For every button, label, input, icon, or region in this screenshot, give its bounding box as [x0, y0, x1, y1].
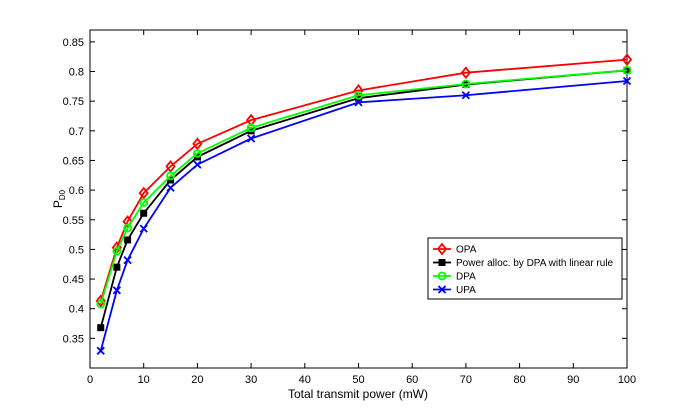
data-point-upa	[123, 255, 132, 265]
data-point-upa	[96, 346, 105, 355]
data-point-upa	[246, 134, 256, 143]
legend-marker-dpa	[437, 271, 447, 281]
x-tick-label: 10	[138, 374, 150, 386]
x-tick-label: 60	[406, 374, 418, 386]
data-point-power-alloc-by-dpa-with-linear-rule	[97, 324, 105, 332]
legend-box	[427, 237, 623, 300]
x-tick-label: 70	[460, 374, 472, 386]
legend-label-upa: UPA	[456, 285, 476, 296]
y-tick-label: 0.85	[63, 37, 84, 49]
y-axis: 0.35 0.4 0.45 0.5 0.55 0.6 0.65 0.7 0.75 0.8 0.85	[63, 37, 627, 345]
x-tick-label: 30	[245, 374, 257, 386]
data-point-dpa	[246, 123, 256, 133]
plot-area	[89, 29, 628, 369]
data-point-dpa	[461, 79, 471, 89]
data-point-opa	[192, 137, 203, 151]
y-tick-label: 0.5	[69, 244, 84, 256]
series-line-opa	[99, 58, 628, 302]
y-tick-label: 0.65	[63, 155, 84, 167]
x-tick-label: 40	[299, 374, 311, 386]
data-point-upa	[193, 160, 202, 169]
data-point-upa	[139, 224, 148, 233]
data-point-opa	[621, 53, 633, 67]
series-upa	[96, 76, 632, 355]
series-layer	[95, 53, 633, 355]
legend-label-power-alloc-by-dpa-with-linear-rule: Power alloc. by DPA with linear rule	[456, 258, 614, 269]
data-point-power-alloc-by-dpa-with-linear-rule	[140, 209, 148, 217]
series-line-upa	[99, 80, 628, 352]
data-point-power-alloc-by-dpa-with-linear-rule	[124, 236, 132, 244]
y-axis-label-subscript: D0	[58, 189, 67, 200]
y-tick-label: 0.8	[69, 67, 84, 79]
data-point-dpa	[96, 299, 106, 309]
legend-marker-power-alloc-by-dpa-with-linear-rule	[438, 259, 446, 266]
series-line-power-alloc-by-dpa-with-linear-rule	[99, 69, 628, 328]
y-axis-label: PD0	[51, 189, 67, 208]
x-tick-label: 100	[618, 374, 636, 386]
data-point-upa	[354, 98, 363, 107]
legend-marker-opa	[436, 242, 448, 256]
data-point-opa	[460, 66, 472, 80]
data-point-dpa	[112, 246, 122, 256]
x-tick-label: 90	[567, 374, 579, 386]
x-tick-label: 80	[513, 374, 525, 386]
series-line-dpa	[99, 69, 628, 305]
data-point-dpa	[354, 90, 363, 100]
series-opa	[95, 53, 633, 308]
data-point-dpa	[166, 171, 175, 181]
x-axis-label: Total transmit power (mW)	[288, 387, 428, 401]
legend-label-dpa: DPA	[456, 272, 476, 283]
data-point-opa	[165, 159, 176, 173]
y-tick-label: 0.35	[63, 333, 84, 345]
data-point-upa	[622, 76, 632, 86]
y-tick-label: 0.75	[63, 96, 84, 108]
x-tick-label: 0	[87, 374, 93, 386]
y-tick-label: 0.7	[69, 126, 84, 138]
legend-marker-upa	[437, 285, 447, 294]
y-tick-label: 0.55	[63, 215, 84, 227]
data-point-dpa	[123, 223, 132, 233]
legend-label-opa: OPA	[456, 245, 477, 256]
data-point-upa	[112, 286, 121, 295]
data-point-upa	[166, 183, 175, 192]
data-point-dpa	[622, 65, 632, 75]
data-point-dpa	[192, 148, 202, 158]
y-axis-label-main: P	[51, 200, 65, 208]
y-tick-label: 0.6	[69, 185, 84, 197]
x-tick-label: 50	[352, 374, 364, 386]
data-point-opa	[138, 186, 149, 200]
data-point-opa	[95, 294, 106, 308]
data-point-upa	[461, 91, 471, 100]
legend: OPA Power alloc. by DPA with linear rule D…	[427, 237, 623, 300]
x-axis: 0 10 20 30 40 50 60 70 80 90 100	[87, 30, 636, 386]
data-point-dpa	[139, 198, 149, 207]
y-tick-label: 0.4	[69, 304, 84, 316]
series-dpa	[96, 65, 632, 309]
y-tick-label: 0.45	[63, 274, 84, 286]
data-point-power-alloc-by-dpa-with-linear-rule	[113, 263, 121, 271]
x-tick-label: 20	[191, 374, 203, 386]
